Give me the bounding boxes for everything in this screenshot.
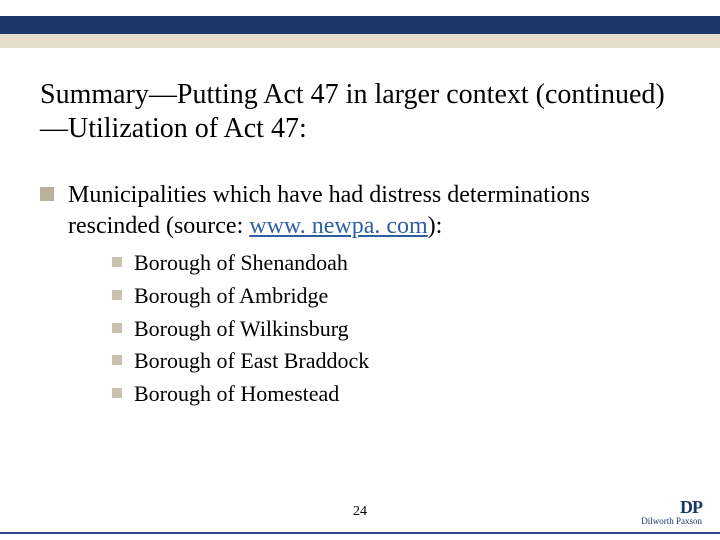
list-item: Borough of Wilkinsburg xyxy=(112,315,660,344)
square-bullet-icon xyxy=(112,388,122,398)
list-item-text: Municipalities which have had distress d… xyxy=(68,180,660,241)
square-bullet-icon xyxy=(40,187,54,201)
list-item: Borough of Ambridge xyxy=(112,282,660,311)
list-item: Municipalities which have had distress d… xyxy=(40,180,660,241)
list-item: Borough of East Braddock xyxy=(112,347,660,376)
page-number: 24 xyxy=(0,504,720,520)
logo-mark: DP xyxy=(641,498,702,516)
slide-title: Summary—Putting Act 47 in larger context… xyxy=(40,78,680,145)
footer-rule xyxy=(0,532,720,534)
square-bullet-icon xyxy=(112,257,122,267)
brand-logo: DP Dilworth Paxson xyxy=(641,498,702,526)
text-suffix: ): xyxy=(428,213,443,239)
list-item-text: Borough of Homestead xyxy=(134,380,339,409)
square-bullet-icon xyxy=(112,355,122,365)
list-item-text: Borough of Shenandoah xyxy=(134,249,348,278)
sub-list: Borough of Shenandoah Borough of Ambridg… xyxy=(112,249,660,408)
list-item: Borough of Homestead xyxy=(112,380,660,409)
slide-content: Municipalities which have had distress d… xyxy=(40,180,660,412)
header-band-light xyxy=(0,34,720,48)
square-bullet-icon xyxy=(112,290,122,300)
source-link[interactable]: www. newpa. com xyxy=(249,213,427,239)
list-item: Borough of Shenandoah xyxy=(112,249,660,278)
list-item-text: Borough of Wilkinsburg xyxy=(134,315,349,344)
list-item-text: Borough of East Braddock xyxy=(134,347,369,376)
header-band-dark xyxy=(0,16,720,34)
logo-text: Dilworth Paxson xyxy=(641,517,702,526)
square-bullet-icon xyxy=(112,323,122,333)
list-item-text: Borough of Ambridge xyxy=(134,282,328,311)
